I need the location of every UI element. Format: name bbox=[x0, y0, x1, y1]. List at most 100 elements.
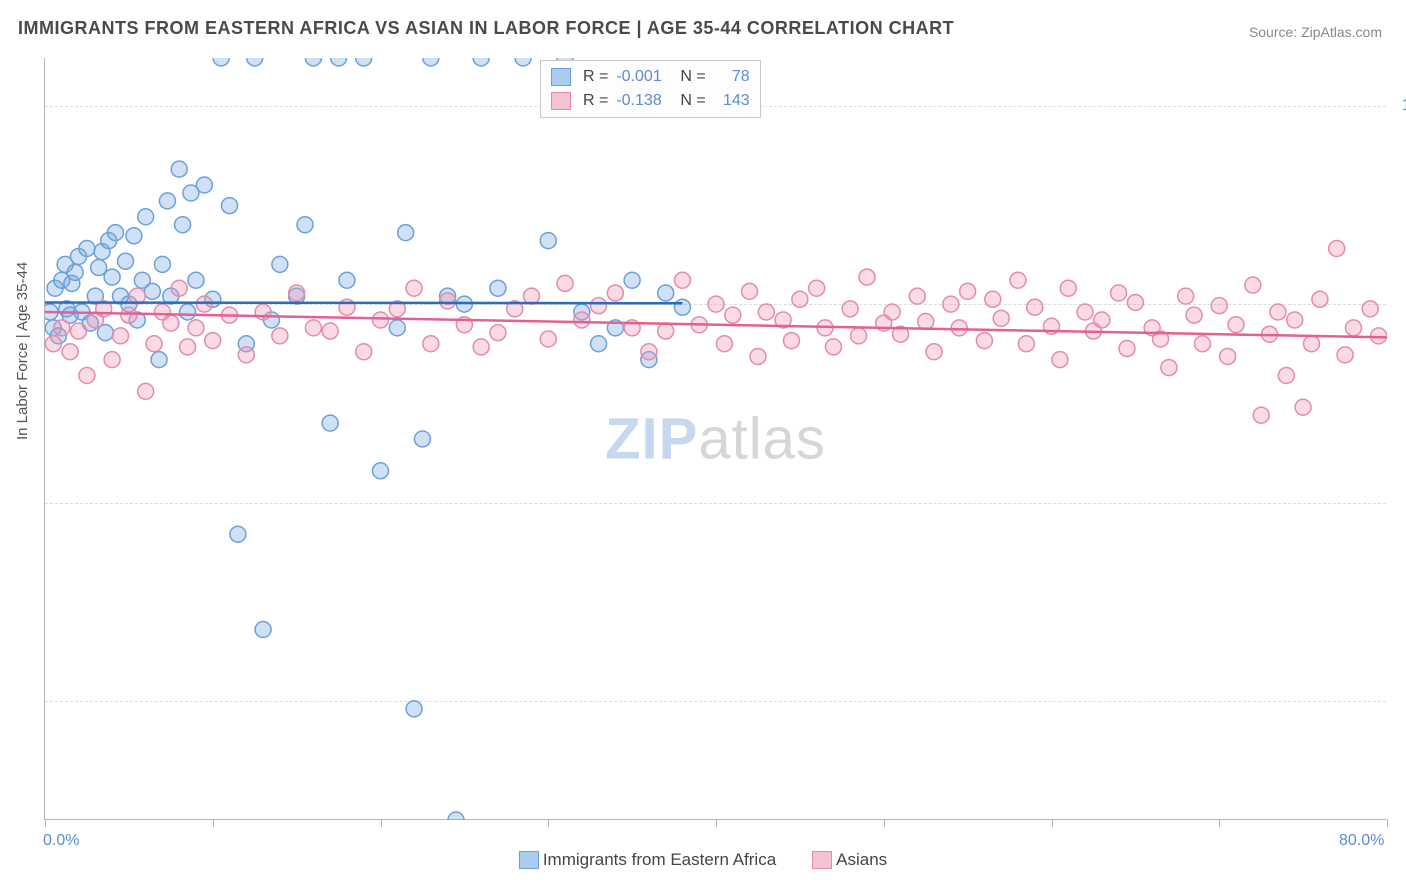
scatter-point bbox=[1371, 328, 1387, 344]
scatter-point bbox=[909, 288, 925, 304]
legend-r-value: -0.138 bbox=[616, 89, 672, 113]
scatter-point bbox=[144, 283, 160, 299]
legend-r-value: -0.001 bbox=[616, 65, 672, 89]
scatter-point bbox=[305, 58, 321, 66]
scatter-point bbox=[398, 225, 414, 241]
scatter-point bbox=[196, 296, 212, 312]
scatter-point bbox=[373, 463, 389, 479]
scatter-point bbox=[104, 269, 120, 285]
scatter-point bbox=[540, 233, 556, 249]
scatter-point bbox=[515, 58, 531, 66]
scatter-point bbox=[951, 320, 967, 336]
scatter-point bbox=[247, 58, 263, 66]
scatter-point bbox=[1010, 272, 1026, 288]
trend-line bbox=[45, 302, 682, 303]
scatter-point bbox=[792, 291, 808, 307]
scatter-point bbox=[960, 283, 976, 299]
scatter-point bbox=[222, 198, 238, 214]
legend-n-label: N = bbox=[680, 89, 705, 113]
scatter-point bbox=[1304, 336, 1320, 352]
scatter-point bbox=[851, 328, 867, 344]
scatter-point bbox=[1245, 277, 1261, 293]
scatter-point bbox=[591, 336, 607, 352]
scatter-point bbox=[716, 336, 732, 352]
scatter-point bbox=[151, 352, 167, 368]
scatter-point bbox=[842, 301, 858, 317]
scatter-point bbox=[107, 225, 123, 241]
scatter-point bbox=[884, 304, 900, 320]
x-tick bbox=[1052, 819, 1053, 827]
scatter-point bbox=[490, 325, 506, 341]
scatter-point bbox=[1052, 352, 1068, 368]
scatter-point bbox=[918, 314, 934, 330]
scatter-point bbox=[45, 336, 61, 352]
scatter-svg bbox=[45, 58, 1387, 820]
scatter-point bbox=[473, 58, 489, 66]
scatter-point bbox=[1186, 307, 1202, 323]
scatter-point bbox=[112, 328, 128, 344]
scatter-point bbox=[356, 58, 372, 66]
legend-n-value: 143 bbox=[714, 89, 750, 113]
scatter-point bbox=[196, 177, 212, 193]
scatter-point bbox=[255, 622, 271, 638]
x-tick bbox=[381, 819, 382, 827]
scatter-point bbox=[1127, 294, 1143, 310]
scatter-point bbox=[118, 253, 134, 269]
scatter-point bbox=[79, 368, 95, 384]
legend-swatch bbox=[551, 92, 571, 110]
scatter-point bbox=[440, 293, 456, 309]
scatter-point bbox=[1228, 317, 1244, 333]
y-tick-label: 62.5% bbox=[1396, 692, 1406, 710]
scatter-point bbox=[62, 344, 78, 360]
scatter-point bbox=[188, 272, 204, 288]
scatter-point bbox=[1270, 304, 1286, 320]
scatter-point bbox=[54, 320, 70, 336]
scatter-point bbox=[159, 193, 175, 209]
scatter-point bbox=[205, 333, 221, 349]
scatter-point bbox=[272, 256, 288, 272]
x-tick bbox=[213, 819, 214, 827]
legend-swatch bbox=[551, 68, 571, 86]
scatter-point bbox=[1345, 320, 1361, 336]
y-tick-label: 87.5% bbox=[1396, 295, 1406, 313]
legend-item: Asians bbox=[812, 850, 887, 870]
scatter-point bbox=[255, 304, 271, 320]
x-tick bbox=[1387, 819, 1388, 827]
scatter-point bbox=[1027, 299, 1043, 315]
scatter-point bbox=[171, 161, 187, 177]
x-tick bbox=[45, 819, 46, 827]
scatter-point bbox=[943, 296, 959, 312]
legend-stats-row: R =-0.138N =143 bbox=[551, 89, 750, 113]
scatter-point bbox=[175, 217, 191, 233]
source-label: Source: ZipAtlas.com bbox=[1249, 24, 1382, 40]
scatter-point bbox=[1094, 312, 1110, 328]
legend-stats-row: R =-0.001N =78 bbox=[551, 65, 750, 89]
x-tick bbox=[884, 819, 885, 827]
scatter-point bbox=[121, 307, 137, 323]
scatter-point bbox=[188, 320, 204, 336]
legend-bottom: Immigrants from Eastern Africa Asians bbox=[0, 850, 1406, 874]
scatter-point bbox=[423, 58, 439, 66]
scatter-point bbox=[171, 280, 187, 296]
scatter-point bbox=[658, 323, 674, 339]
scatter-point bbox=[79, 241, 95, 257]
legend-n-value: 78 bbox=[714, 65, 750, 89]
legend-item-label: Immigrants from Eastern Africa bbox=[543, 850, 776, 870]
scatter-point bbox=[624, 272, 640, 288]
scatter-point bbox=[985, 291, 1001, 307]
scatter-point bbox=[180, 339, 196, 355]
x-tick bbox=[548, 819, 549, 827]
scatter-point bbox=[1211, 298, 1227, 314]
y-axis-label: In Labor Force | Age 35-44 bbox=[14, 262, 31, 440]
scatter-point bbox=[1329, 241, 1345, 257]
scatter-point bbox=[658, 285, 674, 301]
scatter-point bbox=[523, 288, 539, 304]
legend-item: Immigrants from Eastern Africa bbox=[519, 850, 776, 870]
y-tick-label: 100.0% bbox=[1396, 97, 1406, 115]
scatter-point bbox=[154, 256, 170, 272]
scatter-point bbox=[138, 209, 154, 225]
scatter-point bbox=[859, 269, 875, 285]
scatter-point bbox=[289, 285, 305, 301]
scatter-point bbox=[138, 383, 154, 399]
scatter-point bbox=[448, 812, 464, 820]
